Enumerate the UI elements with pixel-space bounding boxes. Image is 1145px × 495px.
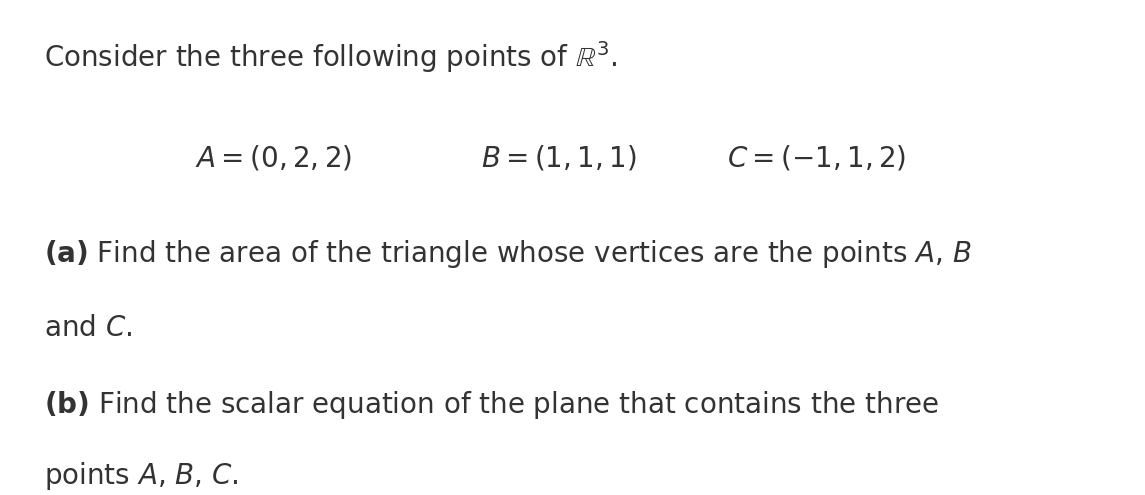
Text: and $C$.: and $C$.	[44, 314, 132, 343]
Text: points $A$, $B$, $C$.: points $A$, $B$, $C$.	[44, 460, 238, 493]
Text: $C = (-1, 1, 2)$: $C = (-1, 1, 2)$	[727, 144, 907, 173]
Text: $\bf{(a)}$ Find the area of the triangle whose vertices are the points $A$, $B$: $\bf{(a)}$ Find the area of the triangle…	[44, 238, 971, 270]
Text: Consider the three following points of $\mathbb{R}^3$.: Consider the three following points of $…	[44, 40, 617, 76]
Text: $B = (1, 1, 1)$: $B = (1, 1, 1)$	[481, 144, 637, 173]
Text: $\bf{(b)}$ Find the scalar equation of the plane that contains the three: $\bf{(b)}$ Find the scalar equation of t…	[44, 389, 939, 421]
Text: $A = (0, 2, 2)$: $A = (0, 2, 2)$	[195, 144, 352, 173]
